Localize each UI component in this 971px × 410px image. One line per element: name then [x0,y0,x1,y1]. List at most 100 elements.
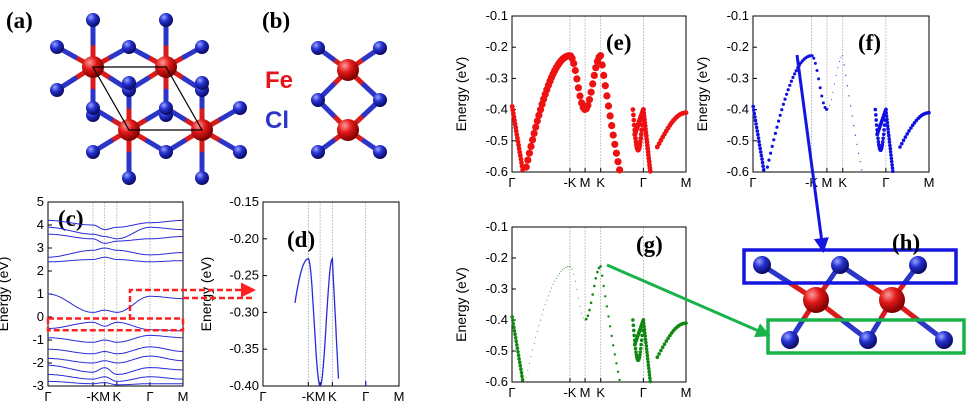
band-point [525,376,527,378]
band-point [657,352,661,356]
plot-frame [511,226,687,383]
band-point [616,370,620,373]
band-point [881,132,886,137]
y-tick-label: -0.5 [486,133,508,148]
band-point [524,156,532,164]
band-point [632,328,636,333]
band-point [613,353,616,356]
band-point [890,163,894,167]
cl-atom-icon [311,145,325,159]
y-tick-label: -0.6 [486,164,508,179]
band-point [605,305,609,308]
x-tick-label: -K [563,385,576,400]
band-point [587,88,595,96]
band-point [886,127,890,131]
band-point [638,131,644,137]
band-point [758,146,762,151]
band-line [48,226,183,240]
x-tick-label: M [315,389,326,404]
band-point [780,108,784,112]
top-cl-layer-box [742,248,958,285]
band-point [634,350,638,354]
band-point [570,59,578,67]
band-point [770,144,774,148]
highlight-window [46,317,185,332]
cl-atom-icon [311,41,325,55]
band-line [48,374,183,382]
cl-atom-icon [311,93,325,107]
y-tick-label: -0.5 [486,343,508,358]
y-tick-label: -0.20 [229,231,259,246]
y-axis-title: Energy (eV) [453,267,469,342]
cl-atom-icon [50,83,64,97]
panel-label-h: (h) [892,230,920,255]
x-tick-label: -K [805,175,818,190]
y-tick-label: -0.4 [486,102,508,117]
band-point [755,129,760,133]
cl-atom-icon [86,13,100,27]
band-point [842,55,844,57]
band-point [596,270,599,274]
cl-atom-icon [753,256,771,274]
band-point [641,318,646,322]
crystal-layers-h: (h) [742,230,966,355]
band-point [616,166,624,174]
band-point [516,142,521,148]
band-point [638,353,642,357]
band-point [874,123,879,127]
band-point [791,75,795,79]
band-point [646,363,651,368]
band-point [838,60,840,62]
band-point [644,344,649,348]
band-point [562,269,564,271]
band-point [646,360,650,364]
band-point [639,338,644,343]
band-point [601,274,604,277]
band-point [590,71,598,79]
y-tick-label: -0.6 [727,164,749,179]
band-point [520,374,524,379]
band-point [565,267,567,268]
band-point [882,123,887,127]
band-point [753,115,757,119]
band-point [785,92,789,96]
cl-atom-icon [859,331,877,349]
band-point [760,157,764,161]
band-point [778,113,782,117]
band-point [660,345,665,350]
band-point [832,91,834,93]
band-line [48,321,183,332]
band-point [541,314,543,316]
band-point [519,160,524,166]
band-point [752,111,757,116]
band-point [757,139,761,144]
band-point [887,133,891,138]
crystal-top-view [50,13,247,185]
band-line [48,364,183,376]
x-tick-label: -K [302,389,315,404]
band-point [633,342,637,347]
band-point [874,118,878,122]
band-point [568,265,570,267]
band-point [882,128,886,132]
band-point [854,134,857,136]
band-point [571,268,573,270]
band-point [873,107,878,112]
band-point [515,343,519,347]
band-point [655,355,660,360]
plot-frame [262,201,400,387]
band-point [643,331,647,335]
y-tick-label: -2 [32,355,44,370]
band-point [851,115,853,117]
cl-atom-icon [233,101,247,115]
band-point [573,75,581,83]
band-point [597,266,601,270]
crystal-side-view [311,41,387,159]
band-point [759,150,763,154]
band-point [813,61,817,65]
y-tick-label: 2 [37,263,44,278]
band-line [48,380,183,386]
band-point [648,376,652,380]
band-point [582,317,584,319]
